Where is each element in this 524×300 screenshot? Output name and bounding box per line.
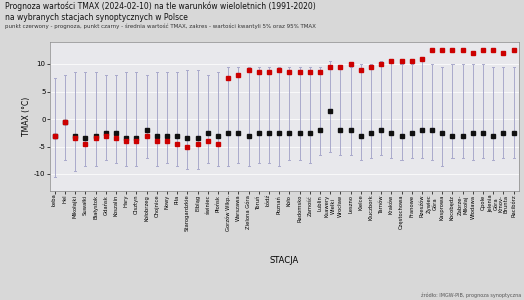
Text: na wybranych stacjach synoptycznych w Polsce: na wybranych stacjach synoptycznych w Po…	[5, 13, 188, 22]
Text: źródło: IMGW-PIB, prognoza synoptyczna: źródło: IMGW-PIB, prognoza synoptyczna	[421, 293, 521, 298]
Y-axis label: TMAX (°C): TMAX (°C)	[23, 97, 31, 136]
Text: Prognoza wartości TMAX (2024-02-10) na tle warunków wieloletnich (1991-2020): Prognoza wartości TMAX (2024-02-10) na t…	[5, 2, 316, 11]
Text: punkt czerwony - prognoza, punkt czarny - średnia wartość TMAX, zakres - wartośc: punkt czerwony - prognoza, punkt czarny …	[5, 24, 316, 29]
X-axis label: STACJA: STACJA	[270, 256, 299, 266]
